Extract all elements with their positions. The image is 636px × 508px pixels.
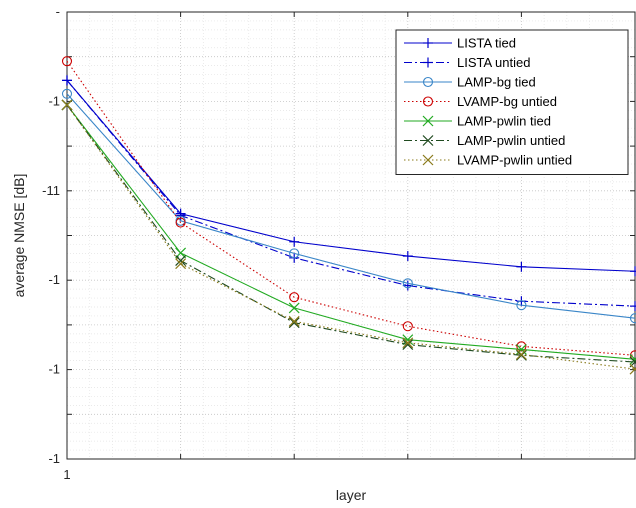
data-point xyxy=(516,300,527,311)
data-point xyxy=(630,301,636,312)
data-point xyxy=(422,115,434,127)
data-point xyxy=(289,292,300,303)
series xyxy=(61,88,636,324)
data-point xyxy=(630,266,636,277)
marker-stroke xyxy=(288,317,300,329)
legend-item: LVAMP-bg untied xyxy=(404,94,557,109)
data-point xyxy=(516,341,527,352)
legend-item: LISTA tied xyxy=(404,36,516,51)
series-line xyxy=(66,93,636,319)
marker-stroke xyxy=(402,339,414,350)
x-tick-label: 1 xyxy=(63,467,70,482)
data-point xyxy=(175,210,186,221)
marker-stroke xyxy=(629,367,636,375)
data-point xyxy=(288,302,300,314)
y-tick-label: - xyxy=(56,4,60,19)
legend-item: LISTA untied xyxy=(404,55,530,70)
series-line xyxy=(66,80,636,307)
data-point xyxy=(402,337,414,349)
axis-ticks: 1-1-1-1-11-1- xyxy=(42,4,636,482)
data-point xyxy=(175,255,187,266)
marker-stroke xyxy=(61,99,73,111)
marker-stroke xyxy=(629,357,636,365)
data-point xyxy=(515,348,527,360)
legend-label: LVAMP-pwlin untied xyxy=(457,153,572,168)
data-point xyxy=(289,248,300,259)
legend-box xyxy=(395,29,629,175)
data-point xyxy=(175,217,186,228)
marker-stroke xyxy=(422,135,434,146)
data-point xyxy=(515,349,527,361)
legend: LISTA tied LISTA untied LAMP-bg tied LVAMP-… xyxy=(395,29,629,175)
legend-item: LAMP-pwlin tied xyxy=(404,114,551,129)
legend-label: LVAMP-bg untied xyxy=(457,94,557,109)
data-point xyxy=(289,236,300,247)
data-point xyxy=(629,363,636,375)
legend-item: LAMP-bg tied xyxy=(404,75,536,90)
legend-label: LISTA untied xyxy=(457,55,530,70)
y-axis-label: average NMSE [dB] xyxy=(11,174,27,298)
data-point xyxy=(629,313,636,324)
legend-label: LISTA tied xyxy=(457,36,516,51)
marker-stroke xyxy=(515,348,527,360)
data-point xyxy=(62,75,72,86)
data-point xyxy=(422,154,434,166)
series-line xyxy=(66,80,636,272)
data-point xyxy=(402,280,413,291)
series-group xyxy=(61,56,636,375)
data-point xyxy=(516,261,527,272)
marker-stroke xyxy=(288,315,300,327)
data-point xyxy=(402,278,413,289)
y-tick-label: -1 xyxy=(48,362,60,377)
data-point xyxy=(515,344,527,355)
legend-label: LAMP-bg tied xyxy=(457,75,536,90)
series xyxy=(61,99,636,375)
data-point xyxy=(423,57,433,68)
y-tick-label: -1 xyxy=(48,451,60,466)
marker-stroke xyxy=(175,255,187,266)
series-line xyxy=(66,104,636,363)
data-point xyxy=(175,258,187,270)
marker-stroke xyxy=(288,302,300,314)
data-point xyxy=(402,321,413,332)
data-point xyxy=(288,315,300,327)
data-point xyxy=(61,99,73,111)
y-tick-label: -1 xyxy=(48,93,60,108)
legend-item: LVAMP-pwlin untied xyxy=(404,153,572,168)
legend-label: LAMP-pwlin tied xyxy=(457,114,551,129)
marker-stroke xyxy=(402,337,414,349)
data-point xyxy=(288,317,300,329)
data-point xyxy=(629,353,636,365)
series xyxy=(61,56,636,361)
data-point xyxy=(402,339,414,350)
data-point xyxy=(61,56,73,67)
marker-stroke xyxy=(422,154,434,166)
data-point xyxy=(422,96,434,107)
marker-stroke xyxy=(422,115,434,127)
series-line xyxy=(66,60,636,356)
marker-stroke xyxy=(175,258,187,270)
data-point xyxy=(423,38,433,48)
data-point xyxy=(422,76,434,88)
marker-stroke xyxy=(402,334,414,346)
data-point xyxy=(61,88,73,99)
x-axis-label: layer xyxy=(336,487,367,503)
series-line xyxy=(66,104,636,370)
marker-stroke xyxy=(515,349,527,361)
series xyxy=(62,75,636,312)
legend-item: LAMP-pwlin untied xyxy=(404,133,565,148)
y-tick-label: -1 xyxy=(48,272,60,287)
series-line xyxy=(66,104,636,360)
y-tick-label: -11 xyxy=(42,183,60,198)
legend-label: LAMP-pwlin untied xyxy=(457,133,565,148)
marker-stroke xyxy=(515,344,527,355)
data-point xyxy=(402,251,413,262)
data-point xyxy=(422,135,434,146)
